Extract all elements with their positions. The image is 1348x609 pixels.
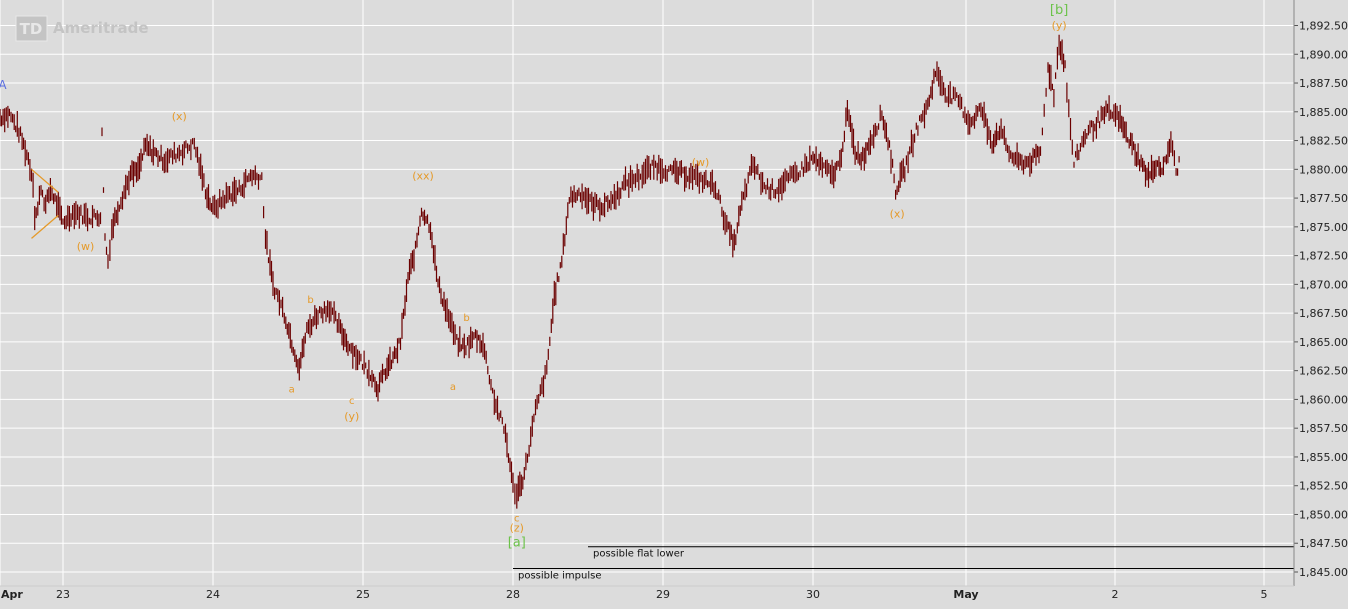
wave-label: (xx) (412, 170, 434, 183)
x-tick-label: 30 (806, 588, 820, 601)
y-tick-label: 1,880.00 (1299, 163, 1348, 176)
y-tick-label: 1,845.00 (1299, 566, 1348, 579)
wave-label: b (463, 313, 469, 324)
triangle-line (31, 168, 59, 193)
x-tick-label: 23 (56, 588, 70, 601)
x-tick-label: 29 (656, 588, 670, 601)
price-bars (0, 34, 1180, 509)
wave-label: (w) (692, 156, 710, 169)
x-tick-label: 5 (1261, 588, 1268, 601)
x-tick-label: 25 (356, 588, 370, 601)
wave-label: [b] (1050, 3, 1068, 18)
x-tick-label: 28 (506, 588, 520, 601)
y-tick-label: 1,877.50 (1299, 192, 1348, 205)
y-tick-label: 1,872.50 (1299, 250, 1348, 263)
ref-line-label: possible impulse (518, 571, 601, 582)
y-tick-label: 1,892.50 (1299, 20, 1348, 33)
y-tick-label: 1,870.00 (1299, 278, 1348, 291)
x-tick-label: 24 (206, 588, 220, 601)
ref-line-label: possible flat lower (593, 549, 685, 560)
y-tick-label: 1,890.00 (1299, 48, 1348, 61)
wave-label: (y) (1052, 19, 1067, 32)
wave-label: [a] (508, 536, 526, 551)
y-tick-label: 1,875.00 (1299, 221, 1348, 234)
wave-label: c (514, 513, 520, 524)
wave-label: a (289, 385, 295, 396)
x-tick-label: 2 (1112, 588, 1119, 601)
wave-label: (z) (510, 522, 524, 535)
y-tick-label: 1,885.00 (1299, 106, 1348, 119)
y-tick-label: 1,860.00 (1299, 393, 1348, 406)
wave-label: (w) (77, 240, 95, 253)
x-tick-label: Apr (1, 588, 23, 601)
wave-label: (x) (172, 110, 187, 123)
wave-label: A (0, 78, 7, 92)
grid-layer (0, 0, 1294, 586)
wave-label: (x) (890, 208, 905, 221)
wave-label: (y) (344, 410, 359, 423)
y-tick-label: 1,852.50 (1299, 480, 1348, 493)
td-logo-text: TD (20, 20, 43, 38)
y-tick-label: 1,855.00 (1299, 451, 1348, 464)
y-tick-label: 1,847.50 (1299, 537, 1348, 550)
y-tick-label: 1,857.50 (1299, 422, 1348, 435)
wave-label: b (307, 295, 313, 306)
wave-label: a (450, 382, 456, 393)
watermark-text: Ameritrade (53, 19, 149, 37)
y-tick-label: 1,865.00 (1299, 336, 1348, 349)
watermark: TD Ameritrade (15, 15, 149, 42)
y-tick-label: 1,887.50 (1299, 77, 1348, 90)
y-tick-label: 1,867.50 (1299, 307, 1348, 320)
y-tick-label: 1,862.50 (1299, 365, 1348, 378)
annotation-layer: possible flat lower possible impulse A (x) (… (0, 3, 1294, 582)
triangle-line (31, 214, 59, 239)
td-logo-box (15, 15, 48, 42)
y-tick-label: 1,882.50 (1299, 135, 1348, 148)
x-tick-label: May (953, 588, 978, 601)
price-layer (0, 34, 1180, 509)
wave-label: c (349, 396, 355, 407)
y-tick-label: 1,850.00 (1299, 508, 1348, 521)
